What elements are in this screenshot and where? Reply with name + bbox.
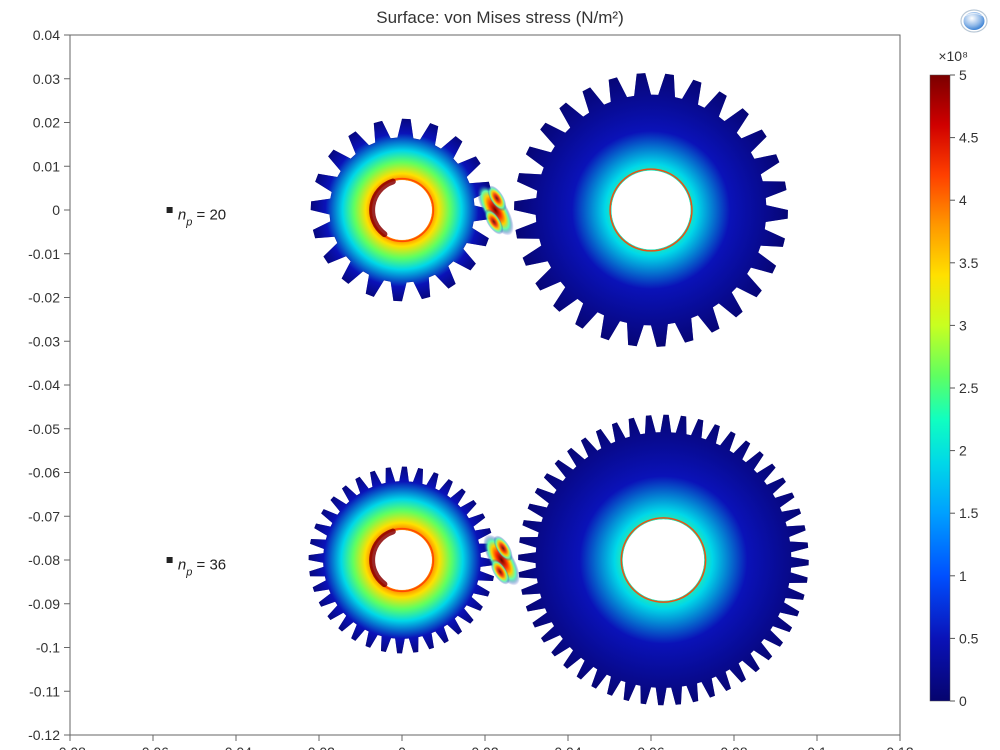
colorbar-tick-label: 3 (959, 317, 967, 333)
y-tick-label: -0.01 (28, 246, 60, 262)
x-tick-label: 0.08 (720, 744, 747, 750)
y-tick-label: -0.03 (28, 333, 60, 349)
y-tick-label: 0 (52, 202, 60, 218)
y-tick-label: -0.08 (28, 552, 60, 568)
colorbar-tick-label: 0.5 (959, 630, 979, 646)
y-tick-label: -0.06 (28, 465, 60, 481)
x-tick-label: 0.02 (471, 744, 498, 750)
colorbar-tick-label: 4 (959, 192, 967, 208)
y-tick-label: -0.1 (36, 640, 60, 656)
annotation-marker (167, 207, 173, 213)
colorbar-tick-label: 2 (959, 443, 967, 459)
colorbar (930, 75, 950, 701)
colorbar-exponent: ×10⁸ (938, 48, 968, 64)
y-tick-label: -0.09 (28, 596, 60, 612)
colorbar-tick-label: 1 (959, 568, 967, 584)
colorbar-tick-label: 3.5 (959, 255, 979, 271)
y-tick-label: -0.02 (28, 290, 60, 306)
x-tick-label: -0.04 (220, 744, 252, 750)
gear-bore (612, 171, 691, 250)
y-tick-label: -0.05 (28, 421, 60, 437)
x-tick-label: 0 (398, 744, 406, 750)
y-tick-label: -0.04 (28, 377, 60, 393)
x-tick-label: -0.06 (137, 744, 169, 750)
x-tick-label: 0.06 (637, 744, 664, 750)
x-tick-label: 0.1 (807, 744, 827, 750)
colorbar-tick-label: 1.5 (959, 505, 979, 521)
x-tick-label: -0.08 (54, 744, 86, 750)
y-tick-label: 0.02 (33, 115, 60, 131)
y-tick-label: -0.12 (28, 727, 60, 743)
plot-title: Surface: von Mises stress (N/m²) (0, 8, 1000, 28)
colorbar-tick-label: 2.5 (959, 380, 979, 396)
plot-canvas: -0.08 -0.06 -0.04 -0.02 0 0.02 0.04 0.06 0.08 0.1… (0, 0, 1000, 750)
x-tick-label: 0.12 (886, 744, 913, 750)
y-tick-label: -0.11 (29, 683, 60, 699)
colorbar-tick-label: 4.5 (959, 130, 979, 146)
y-tick-label: 0.04 (33, 27, 60, 43)
comsol-logo-icon (960, 8, 988, 34)
x-tick-label: 0.04 (554, 744, 581, 750)
y-tick-label: -0.07 (28, 508, 60, 524)
y-tick-label: 0.03 (33, 71, 60, 87)
colorbar-tick-label: 0 (959, 693, 967, 709)
y-tick-label: 0.01 (33, 158, 60, 174)
x-tick-label: -0.02 (303, 744, 335, 750)
colorbar-tick-label: 5 (959, 67, 967, 83)
gear-bore (623, 519, 704, 600)
annotation-marker (167, 557, 173, 563)
